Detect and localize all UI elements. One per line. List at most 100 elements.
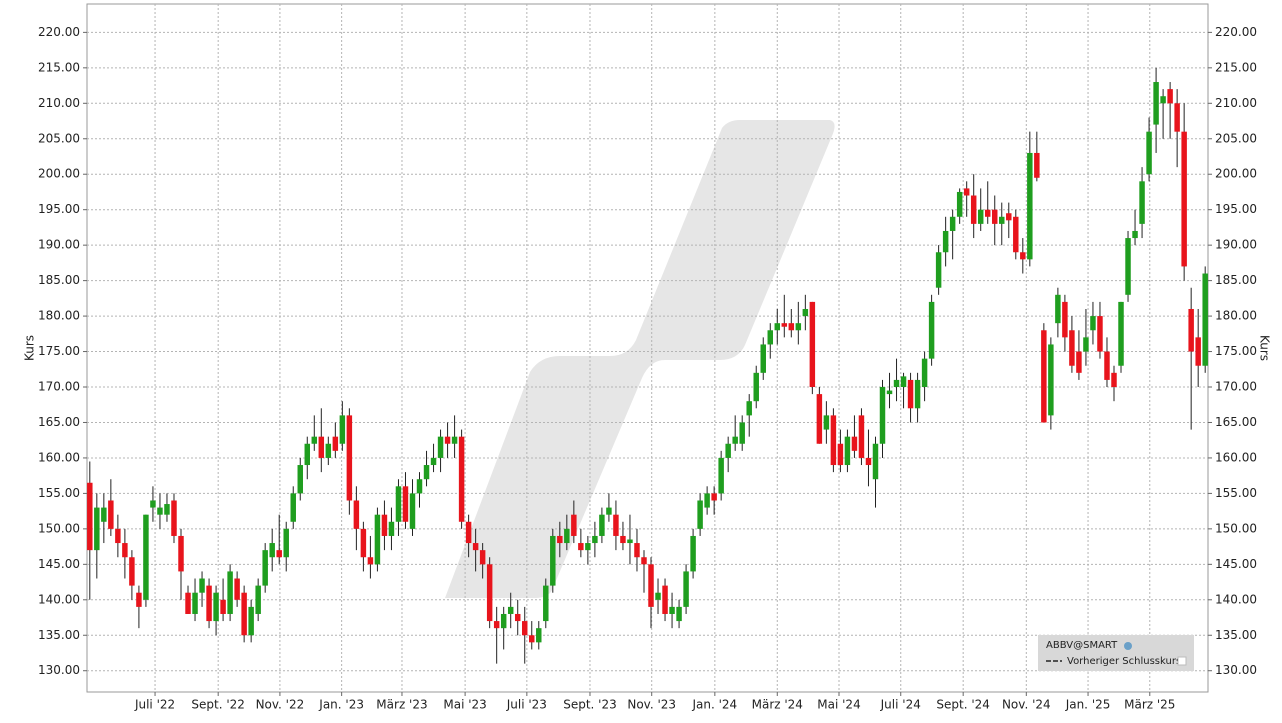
candle-body (220, 599, 226, 614)
candle-body (276, 550, 282, 558)
candle-body (1181, 131, 1187, 267)
candle-body (1034, 152, 1040, 178)
candle-body (1111, 372, 1117, 388)
candle-body (977, 209, 984, 224)
candle-body (423, 465, 430, 480)
candle-body (465, 521, 472, 544)
candle-body (1020, 252, 1026, 260)
y-tick-label: 130.00 (38, 663, 80, 677)
y2-tick-label: 200.00 (1215, 167, 1257, 181)
x-tick-label: Mai '23 (443, 698, 486, 712)
y2-tick-label: 195.00 (1215, 202, 1257, 216)
candle-body (227, 571, 233, 614)
y2-tick-label: 185.00 (1215, 273, 1257, 287)
candle-body (262, 550, 268, 586)
x-tick-label: Juli '24 (880, 698, 921, 712)
candle-body (269, 543, 275, 558)
candle-body (339, 415, 346, 444)
x-tick-label: Juli '22 (134, 698, 175, 712)
candle-body (830, 415, 837, 466)
candle-body (115, 528, 121, 544)
candle-body (1160, 96, 1166, 104)
candle-body (1076, 351, 1082, 373)
y2-tick-label: 180.00 (1215, 309, 1257, 323)
candle-body (241, 592, 247, 636)
candle-body (522, 621, 528, 636)
x-tick-label: März '23 (376, 698, 427, 712)
candle-body (1153, 82, 1159, 125)
candle-body (543, 585, 549, 622)
candle-body (1041, 330, 1047, 423)
candle-body (325, 443, 332, 458)
candle-body (353, 500, 360, 529)
candle-body (346, 415, 353, 501)
x-tick-label: Sept. '23 (563, 698, 617, 712)
candle-body (585, 543, 591, 551)
candle-body (136, 592, 142, 607)
candle-body (935, 252, 942, 288)
candle-body (900, 376, 907, 388)
candle-body (992, 209, 998, 224)
candle-body (529, 635, 535, 643)
candle-body (290, 493, 296, 522)
candle-body (1195, 337, 1201, 366)
candle-body (192, 592, 198, 614)
candle-body (795, 323, 802, 331)
candle-body (381, 514, 388, 536)
legend-checkbox[interactable] (1177, 656, 1187, 666)
x-tick-label: Jan. '23 (318, 698, 364, 712)
candle-body (493, 621, 500, 629)
candle-body (571, 514, 577, 536)
candle-body (914, 379, 921, 409)
candle-body (1104, 351, 1110, 380)
candle-body (255, 585, 261, 614)
candle-body (311, 436, 318, 444)
candle-body (1006, 213, 1012, 221)
y-tick-label: 210.00 (38, 96, 80, 110)
candle-body (451, 436, 458, 444)
candle-body (907, 379, 914, 409)
candle-body (234, 578, 240, 600)
y2-tick-label: 155.00 (1215, 486, 1257, 500)
candle-body (1146, 131, 1152, 175)
y2-tick-label: 215.00 (1215, 60, 1257, 74)
candle-body (676, 606, 682, 622)
candle-body (858, 415, 865, 458)
x-tick-label: März '25 (1124, 698, 1175, 712)
y2-tick-label: 140.00 (1215, 592, 1257, 606)
x-tick-label: Jan. '24 (691, 698, 737, 712)
candle-body (893, 379, 900, 388)
candle-body (472, 543, 479, 551)
y-tick-label: 145.00 (38, 557, 80, 571)
candle-body (178, 535, 184, 572)
candle-body (360, 528, 367, 558)
candle-body (739, 422, 745, 444)
candle-body (332, 436, 339, 451)
candle-body (1062, 301, 1068, 338)
candle-body (1118, 301, 1124, 366)
y2-tick-label: 150.00 (1215, 521, 1257, 535)
candle-body (129, 557, 135, 586)
candle-body (942, 230, 949, 253)
candle-body (725, 443, 731, 458)
candle-body (1188, 308, 1194, 352)
y2-tick-label: 165.00 (1215, 415, 1257, 429)
candle-body (108, 500, 114, 529)
candle-body (143, 514, 149, 600)
candle-body (627, 539, 633, 544)
y-axis-label: Kurs (23, 335, 37, 361)
candle-body (507, 606, 514, 614)
y-tick-label: 215.00 (38, 60, 80, 74)
candle-body (599, 514, 605, 536)
candle-body (550, 535, 556, 586)
candle-body (101, 507, 107, 522)
y2-tick-label: 135.00 (1215, 628, 1257, 642)
candle-body (753, 372, 759, 402)
candle-body (536, 628, 542, 643)
candle-body (248, 606, 254, 636)
candle-body (157, 507, 163, 515)
y-tick-label: 160.00 (38, 450, 80, 464)
y-tick-label: 205.00 (38, 131, 80, 145)
candle-body (122, 543, 128, 558)
candle-body (606, 507, 612, 515)
